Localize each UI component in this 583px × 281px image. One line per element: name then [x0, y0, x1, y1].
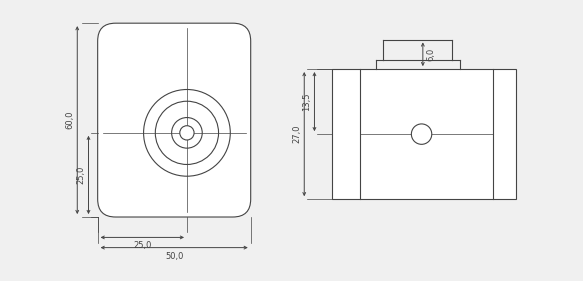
Text: 60,0: 60,0 — [65, 111, 74, 129]
Circle shape — [412, 124, 432, 144]
Text: 25,0: 25,0 — [133, 241, 152, 250]
Text: 25,0: 25,0 — [76, 166, 86, 184]
Text: 6,0: 6,0 — [426, 48, 435, 61]
Text: 13,5: 13,5 — [303, 92, 311, 111]
Text: 27,0: 27,0 — [292, 125, 301, 143]
Bar — [332, 69, 516, 199]
Circle shape — [180, 126, 194, 140]
Text: 50,0: 50,0 — [165, 252, 184, 261]
FancyBboxPatch shape — [98, 23, 251, 217]
